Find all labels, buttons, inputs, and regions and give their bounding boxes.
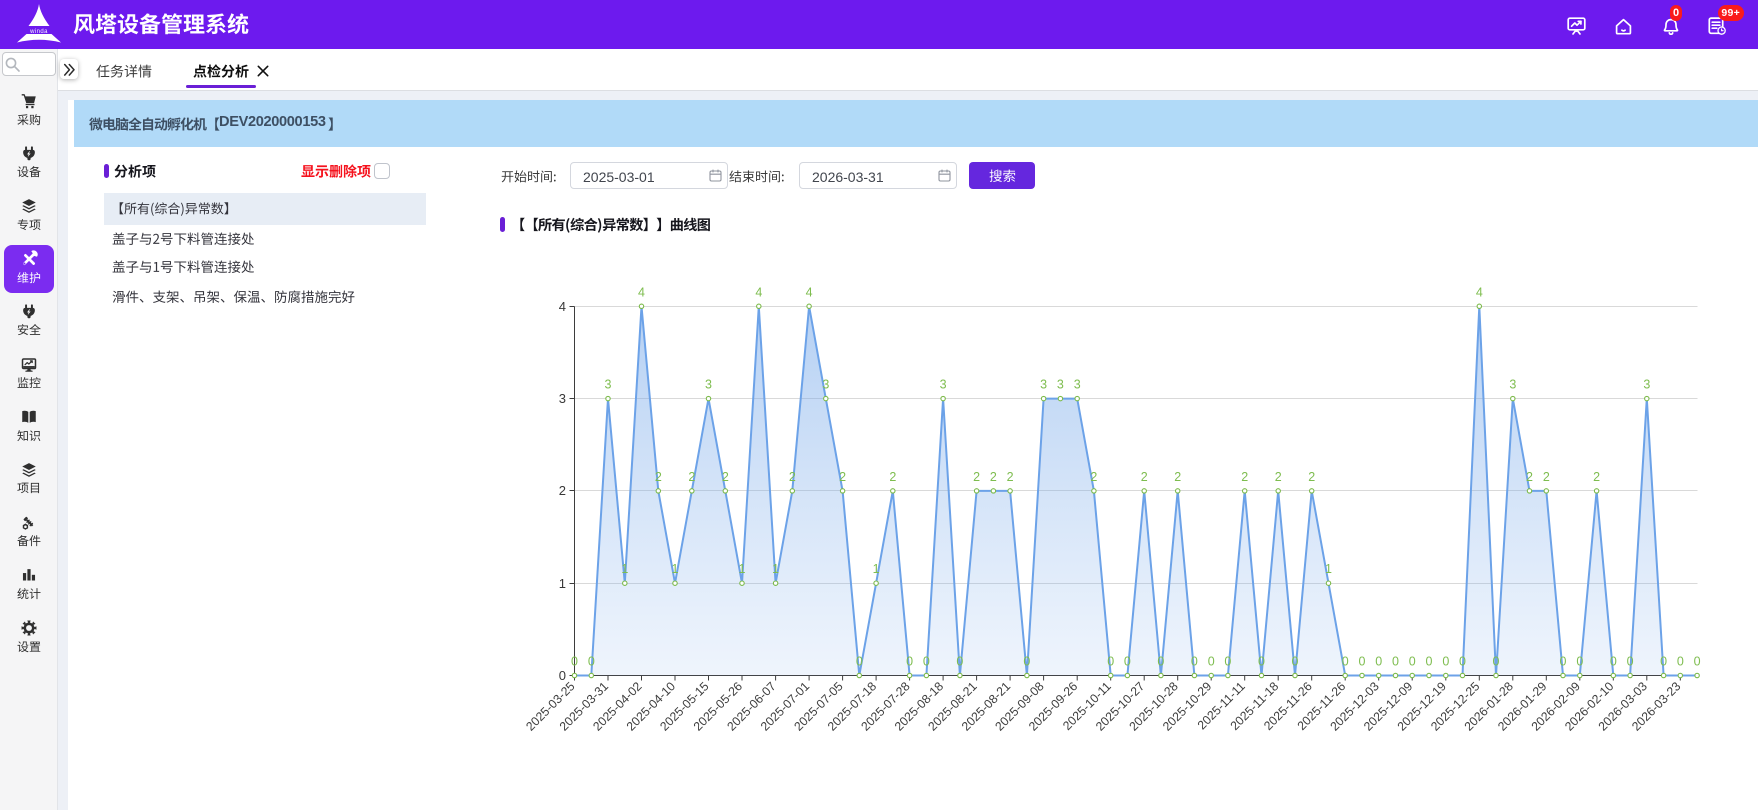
svg-text:2: 2 <box>1141 470 1148 484</box>
svg-text:0: 0 <box>1560 655 1567 669</box>
svg-text:0: 0 <box>1694 655 1701 669</box>
svg-text:1: 1 <box>559 576 566 591</box>
svg-text:2: 2 <box>839 470 846 484</box>
svg-text:0: 0 <box>1459 655 1466 669</box>
svg-text:2: 2 <box>688 470 695 484</box>
svg-text:2: 2 <box>1090 470 1097 484</box>
svg-text:2: 2 <box>990 470 997 484</box>
svg-text:0: 0 <box>1342 655 1349 669</box>
svg-text:0: 0 <box>1610 655 1617 669</box>
svg-text:2: 2 <box>1241 470 1248 484</box>
svg-text:3: 3 <box>1040 378 1047 392</box>
svg-text:2: 2 <box>1007 470 1014 484</box>
svg-text:3: 3 <box>822 378 829 392</box>
svg-text:3: 3 <box>1074 378 1081 392</box>
svg-text:0: 0 <box>1392 655 1399 669</box>
svg-text:0: 0 <box>588 655 595 669</box>
svg-text:1: 1 <box>672 562 679 576</box>
svg-text:1: 1 <box>621 562 628 576</box>
svg-text:2: 2 <box>722 470 729 484</box>
svg-text:3: 3 <box>940 378 947 392</box>
svg-text:0: 0 <box>559 668 566 683</box>
svg-text:0: 0 <box>571 655 578 669</box>
svg-text:2: 2 <box>1275 470 1282 484</box>
svg-text:4: 4 <box>806 285 813 299</box>
svg-text:2: 2 <box>889 470 896 484</box>
svg-text:3: 3 <box>559 391 566 406</box>
svg-text:3: 3 <box>605 378 612 392</box>
svg-text:0: 0 <box>856 655 863 669</box>
svg-text:4: 4 <box>559 299 566 314</box>
svg-text:2: 2 <box>655 470 662 484</box>
svg-text:2: 2 <box>1174 470 1181 484</box>
svg-text:2: 2 <box>1593 470 1600 484</box>
svg-text:0: 0 <box>956 655 963 669</box>
svg-text:3: 3 <box>1057 378 1064 392</box>
svg-text:0: 0 <box>1409 655 1416 669</box>
svg-text:0: 0 <box>906 655 913 669</box>
svg-text:2: 2 <box>1526 470 1533 484</box>
svg-text:0: 0 <box>1124 655 1131 669</box>
svg-text:0: 0 <box>1107 655 1114 669</box>
svg-text:3: 3 <box>1509 378 1516 392</box>
svg-text:3: 3 <box>705 378 712 392</box>
svg-text:3: 3 <box>1643 378 1650 392</box>
svg-text:0: 0 <box>1426 655 1433 669</box>
svg-text:0: 0 <box>1208 655 1215 669</box>
svg-text:4: 4 <box>638 285 645 299</box>
svg-text:1: 1 <box>772 562 779 576</box>
svg-text:0: 0 <box>1191 655 1198 669</box>
svg-text:4: 4 <box>1476 285 1483 299</box>
svg-text:0: 0 <box>1258 655 1265 669</box>
svg-text:winda: winda <box>29 29 48 35</box>
svg-text:0: 0 <box>1677 655 1684 669</box>
svg-text:0: 0 <box>1224 655 1231 669</box>
svg-text:0: 0 <box>1359 655 1366 669</box>
svg-text:2: 2 <box>1308 470 1315 484</box>
svg-text:1: 1 <box>873 562 880 576</box>
svg-text:2: 2 <box>973 470 980 484</box>
svg-text:0: 0 <box>1576 655 1583 669</box>
svg-text:4: 4 <box>755 285 762 299</box>
svg-text:0: 0 <box>1023 655 1030 669</box>
svg-text:2: 2 <box>789 470 796 484</box>
svg-text:1: 1 <box>1325 562 1332 576</box>
svg-text:0: 0 <box>1292 655 1299 669</box>
svg-text:0: 0 <box>923 655 930 669</box>
svg-text:0: 0 <box>1442 655 1449 669</box>
svg-text:0: 0 <box>1493 655 1500 669</box>
svg-text:0: 0 <box>1660 655 1667 669</box>
svg-text:2: 2 <box>559 483 566 498</box>
svg-text:1: 1 <box>739 562 746 576</box>
svg-text:0: 0 <box>1157 655 1164 669</box>
svg-text:0: 0 <box>1375 655 1382 669</box>
svg-text:2: 2 <box>1543 470 1550 484</box>
svg-text:0: 0 <box>1627 655 1634 669</box>
